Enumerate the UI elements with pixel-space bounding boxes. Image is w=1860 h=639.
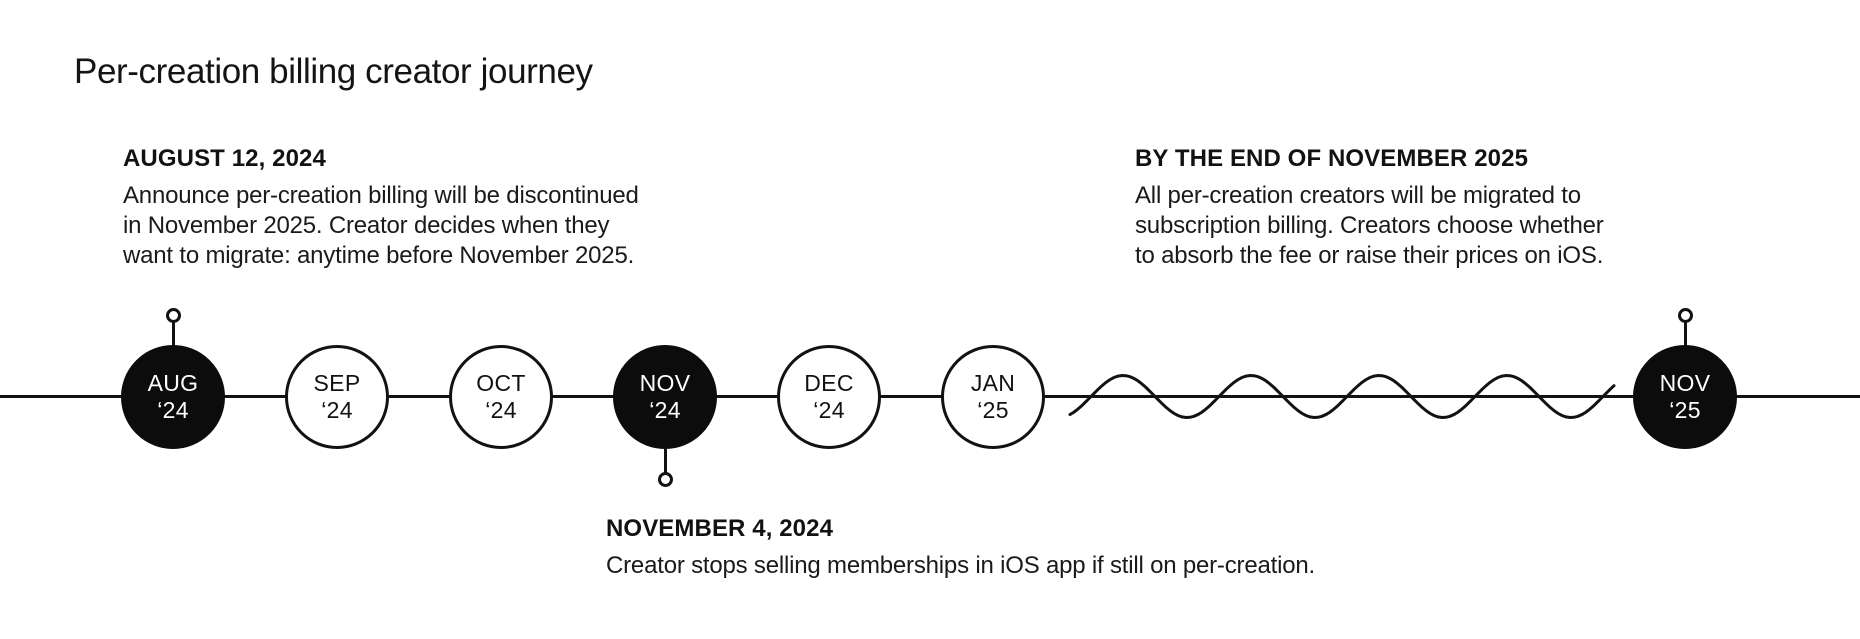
page-title: Per-creation billing creator journey [74,52,593,91]
annotation-heading: NOVEMBER 4, 2024 [606,515,834,542]
annotation-line: in November 2025. Creator decides when t… [123,212,610,239]
pin-dot-nov-25 [1677,308,1693,323]
milestone-nov-24: NOV ‘24 [613,345,717,449]
milestone-month: NOV [1659,370,1711,396]
milestone-month: SEP [313,370,361,396]
milestone-nov-25: NOV ‘25 [1633,345,1737,449]
milestone-month: AUG [147,370,199,396]
milestone-year: ‘24 [485,397,517,423]
pin-stem-nov-24 [663,447,667,474]
pin-stem-nov-25 [1683,321,1687,347]
milestone-dec-24: DEC ‘24 [777,345,881,449]
annotation-august-12: AUGUST 12, 2024 Announce per-creation bi… [123,144,639,271]
pin-dot-aug-24 [165,308,181,323]
milestone-sep-24: SEP ‘24 [285,345,389,449]
annotation-heading: BY THE END OF NOVEMBER 2025 [1135,145,1529,172]
pin-stem-aug-24 [171,321,175,347]
annotation-line: want to migrate: anytime before November… [123,242,635,269]
milestone-month: DEC [804,370,854,396]
milestone-year: ‘24 [157,397,189,423]
milestone-month: OCT [476,370,526,396]
pin-dot-nov-24 [657,472,673,487]
annotation-line: subscription billing. Creators choose wh… [1135,212,1604,239]
milestone-month: JAN [970,370,1016,396]
timeline-axis-line [0,395,1860,398]
milestone-jan-25: JAN ‘25 [941,345,1045,449]
annotation-line: Creator stops selling memberships in iOS… [606,552,1315,579]
milestone-aug-24: AUG ‘24 [121,345,225,449]
annotation-november-4: NOVEMBER 4, 2024 Creator stops selling m… [606,514,1315,581]
annotation-heading: AUGUST 12, 2024 [123,145,326,172]
milestone-year: ‘24 [321,397,353,423]
annotation-end-of-november-2025: BY THE END OF NOVEMBER 2025 All per-crea… [1135,144,1604,271]
annotation-line: All per-creation creators will be migrat… [1135,182,1581,209]
annotation-line: Announce per-creation billing will be di… [123,182,639,209]
milestone-month: NOV [639,370,691,396]
milestone-oct-24: OCT ‘24 [449,345,553,449]
milestone-year: ‘24 [649,397,681,423]
annotation-line: to absorb the fee or raise their prices … [1135,242,1604,269]
milestone-year: ‘25 [977,397,1009,423]
milestone-year: ‘24 [813,397,845,423]
milestone-year: ‘25 [1669,397,1701,423]
